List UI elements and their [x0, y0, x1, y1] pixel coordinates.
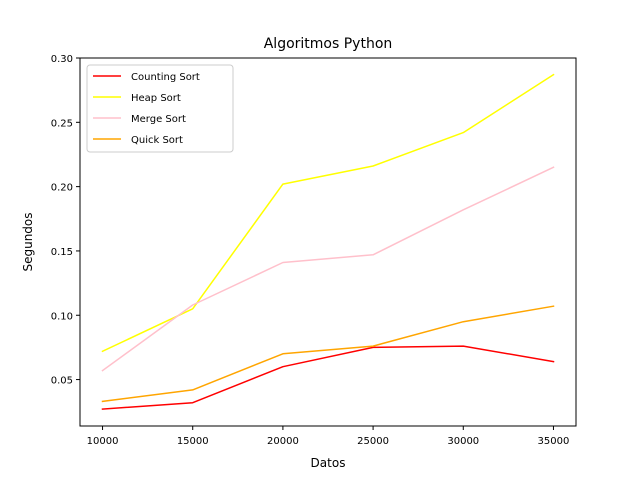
- x-tick-label-0: 10000: [87, 436, 119, 447]
- y-tick-label-1: 0.10: [51, 311, 73, 322]
- series-line-2: [101, 166, 555, 372]
- legend-label-2: Merge Sort: [131, 114, 186, 125]
- series-line-0: [101, 345, 555, 410]
- series-layer: [101, 73, 555, 410]
- series-line-3: [101, 305, 555, 403]
- x-tick-label-5: 35000: [538, 436, 570, 447]
- x-tick-label-3: 25000: [357, 436, 389, 447]
- x-tick-label-4: 30000: [447, 436, 479, 447]
- y-tick-label-2: 0.15: [51, 247, 73, 258]
- y-tick-label-4: 0.25: [51, 118, 73, 129]
- y-axis-label: Segundos: [21, 212, 35, 271]
- x-axis-label: Datos: [311, 456, 346, 470]
- chart-title: Algoritmos Python: [264, 36, 393, 52]
- y-tick-label-5: 0.30: [51, 54, 73, 65]
- x-axis: 10000 15000 20000 25000 30000 35000: [87, 426, 570, 447]
- legend-box: [86, 64, 234, 153]
- x-tick-label-2: 20000: [267, 436, 299, 447]
- y-tick-label-3: 0.20: [51, 183, 73, 194]
- legend-label-3: Quick Sort: [131, 135, 183, 146]
- legend-label-0: Counting Sort: [131, 72, 200, 83]
- plot-frame: [79, 57, 577, 427]
- legend-label-1: Heap Sort: [131, 93, 181, 104]
- y-axis: 0.05 0.10 0.15 0.20 0.25 0.30: [51, 54, 80, 387]
- x-tick-label-1: 15000: [177, 436, 209, 447]
- y-tick-label-0: 0.05: [51, 376, 73, 387]
- legend: Counting Sort Heap Sort Merge Sort Quick So…: [86, 64, 234, 153]
